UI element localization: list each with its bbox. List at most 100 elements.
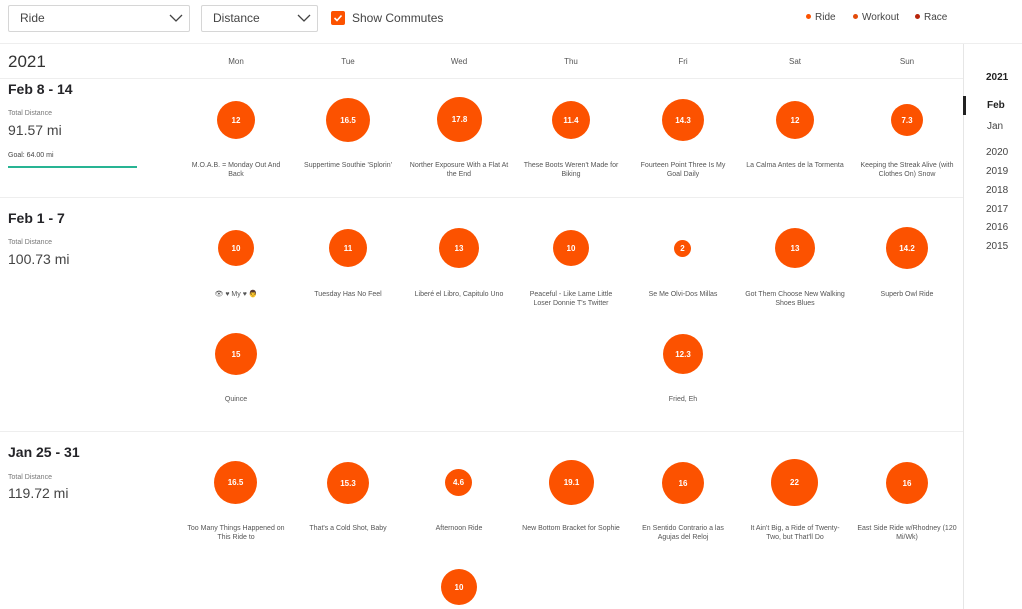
- activity-name[interactable]: Quince: [224, 396, 248, 403]
- day-header-thu: Thu: [564, 57, 578, 66]
- activity-name[interactable]: Suppertime Southie 'Splorin': [304, 162, 392, 169]
- activity-bubble[interactable]: 12: [217, 101, 255, 139]
- nav-year-2016[interactable]: 2016: [986, 222, 1009, 233]
- activity-name[interactable]: Tuesday Has No Feel: [314, 291, 382, 298]
- nav-year-2018[interactable]: 2018: [986, 185, 1009, 196]
- day-header-fri: Fri: [678, 57, 688, 66]
- activity-name[interactable]: Too Many Things Happened on This Ride to: [187, 525, 285, 541]
- filter-bar: Ride Distance Show Commutes Ride Workout…: [0, 0, 1022, 40]
- activity-name[interactable]: Se Me Olvi-Dos Millas: [648, 291, 718, 298]
- activity-bubble[interactable]: 13: [439, 228, 479, 268]
- nav-active-indicator: [963, 96, 966, 115]
- total-distance-label: Total Distance: [8, 110, 52, 117]
- metric-select[interactable]: Distance: [201, 5, 318, 32]
- sport-type-select[interactable]: Ride: [8, 5, 190, 32]
- activity-bubble[interactable]: 16.5: [214, 461, 257, 504]
- activity-bubble[interactable]: 15.3: [327, 462, 369, 504]
- show-commutes-checkbox[interactable]: [331, 11, 345, 25]
- activity-name[interactable]: Keeping the Streak Alive (with Clothes O…: [860, 162, 954, 178]
- activity-bubble[interactable]: 16.5: [326, 98, 370, 142]
- activity-bubble[interactable]: 2: [674, 240, 691, 257]
- activity-name[interactable]: It Ain't Big, a Ride of Twenty-Two, but …: [750, 525, 840, 541]
- legend-ride: Ride: [806, 12, 836, 23]
- nav-month-jan[interactable]: Jan: [987, 121, 1004, 132]
- activity-name[interactable]: East Side Ride w/Rhodney (120 Mi/Wk): [857, 525, 957, 541]
- divider: [963, 44, 964, 609]
- chevron-down-icon: [169, 14, 183, 22]
- activity-bubble[interactable]: 13: [775, 228, 815, 268]
- ride-dot-icon: [806, 14, 811, 19]
- week-title: Feb 8 - 14: [8, 81, 73, 97]
- checkmark-icon: [333, 14, 343, 22]
- total-distance-value: 119.72 mi: [8, 485, 69, 501]
- activity-bubble[interactable]: 14.2: [886, 227, 928, 269]
- legend-workout-label: Workout: [862, 12, 900, 23]
- weekly-goal-progress-bar: [8, 166, 137, 168]
- nav-year-2019[interactable]: 2019: [986, 166, 1009, 177]
- legend-race: Race: [915, 12, 947, 23]
- nav-current-year[interactable]: 2021: [986, 72, 1009, 83]
- activity-name[interactable]: Norther Exposure With a Flat At the End: [409, 162, 509, 178]
- divider: [0, 197, 963, 198]
- calendar-year-title: 2021: [8, 52, 46, 71]
- total-distance-label: Total Distance: [8, 474, 52, 481]
- activity-name[interactable]: Afternoon Ride: [435, 525, 483, 532]
- activity-bubble[interactable]: 7.3: [891, 104, 923, 136]
- day-header-sun: Sun: [899, 57, 915, 66]
- activity-bubble[interactable]: 11.4: [552, 101, 590, 139]
- activity-name[interactable]: En Sentido Contrario a las Agujas del Re…: [642, 525, 724, 541]
- activity-bubble[interactable]: 16: [662, 462, 704, 504]
- activity-bubble[interactable]: 11: [329, 229, 367, 267]
- nav-year-2015[interactable]: 2015: [986, 241, 1009, 252]
- activity-name[interactable]: 👁 ♥ My ♥ 👨: [214, 291, 258, 298]
- nav-year-2017[interactable]: 2017: [986, 204, 1009, 215]
- activity-bubble[interactable]: 12.3: [663, 334, 703, 374]
- week-title: Feb 1 - 7: [8, 210, 65, 226]
- activity-bubble[interactable]: 10: [441, 569, 477, 605]
- metric-select-value: Distance: [213, 11, 260, 25]
- activity-name[interactable]: These Boots Weren't Made for Biking: [523, 162, 619, 178]
- nav-month-feb[interactable]: Feb: [987, 100, 1005, 111]
- activity-bubble[interactable]: 22: [771, 459, 818, 506]
- activity-name[interactable]: Liberé el Libro, Capitulo Uno: [414, 291, 504, 298]
- activity-bubble[interactable]: 19.1: [549, 460, 594, 505]
- workout-dot-icon: [853, 14, 858, 19]
- legend-workout: Workout: [853, 12, 899, 23]
- day-header-tue: Tue: [341, 57, 355, 66]
- sport-type-select-value: Ride: [20, 11, 45, 25]
- week-title: Jan 25 - 31: [8, 444, 80, 460]
- activity-bubble[interactable]: 15: [215, 333, 257, 375]
- activity-name[interactable]: M.O.A.B. = Monday Out And Back: [191, 162, 281, 178]
- activity-bubble[interactable]: 14.3: [662, 99, 704, 141]
- divider: [0, 78, 963, 79]
- activity-name[interactable]: Fried, Eh: [668, 396, 698, 403]
- chevron-down-icon: [297, 14, 311, 22]
- activity-bubble[interactable]: 4.6: [445, 469, 472, 496]
- total-distance-value: 100.73 mi: [8, 251, 70, 267]
- activity-name[interactable]: New Bottom Bracket for Sophie: [522, 525, 620, 532]
- legend-race-label: Race: [924, 12, 948, 23]
- day-header-wed: Wed: [450, 57, 468, 66]
- activity-name[interactable]: Fourteen Point Three Is My Goal Daily: [640, 162, 726, 178]
- activity-name[interactable]: La Calma Antes de la Tormenta: [746, 162, 844, 169]
- activity-bubble[interactable]: 10: [218, 230, 254, 266]
- activity-bubble[interactable]: 10: [553, 230, 589, 266]
- activity-bubble[interactable]: 12: [776, 101, 814, 139]
- activity-name[interactable]: Peaceful - Like Lame Little Loser Donnie…: [529, 291, 613, 307]
- weekly-goal-text: Goal: 64.00 mi: [8, 152, 54, 159]
- day-header-sat: Sat: [788, 57, 801, 66]
- nav-year-2020[interactable]: 2020: [986, 147, 1009, 158]
- total-distance-value: 91.57 mi: [8, 122, 62, 138]
- day-header-mon: Mon: [228, 57, 244, 66]
- divider: [0, 431, 963, 432]
- activity-bubble[interactable]: 16: [886, 462, 928, 504]
- activity-name[interactable]: Got Them Choose New Walking Shoes Blues: [745, 291, 845, 307]
- activity-bubble[interactable]: 17.8: [437, 97, 482, 142]
- show-commutes-label[interactable]: Show Commutes: [352, 11, 444, 25]
- legend-ride-label: Ride: [815, 12, 836, 23]
- race-dot-icon: [915, 14, 920, 19]
- total-distance-label: Total Distance: [8, 239, 52, 246]
- activity-name[interactable]: That's a Cold Shot, Baby: [309, 525, 387, 532]
- activity-name[interactable]: Superb Owl Ride: [880, 291, 934, 298]
- divider: [0, 43, 1022, 44]
